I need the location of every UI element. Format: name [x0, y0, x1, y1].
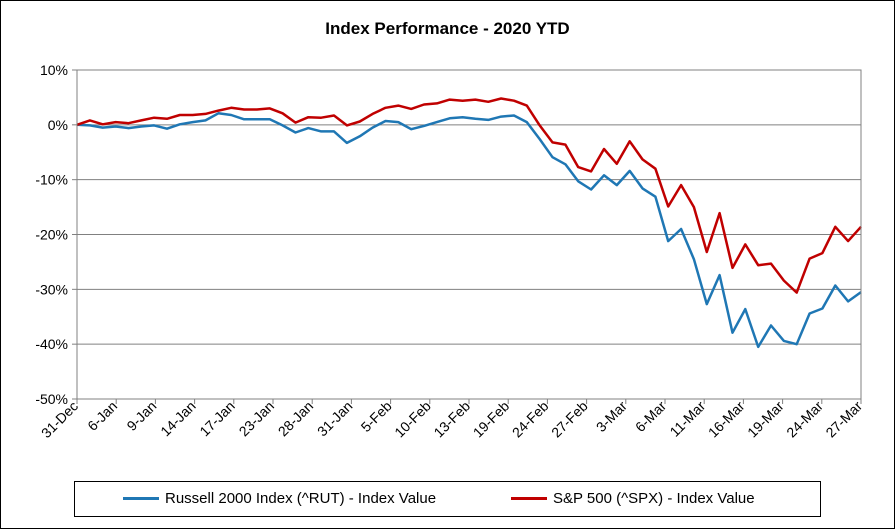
x-tick-label: 5-Feb — [358, 398, 395, 435]
legend-swatch-sp500 — [511, 497, 547, 500]
y-tick-label: -30% — [35, 281, 68, 297]
plot-area-border — [76, 69, 862, 400]
series-line-russell — [76, 112, 862, 349]
legend-label-russell: Russell 2000 Index (^RUT) - Index Value — [165, 490, 437, 507]
legend-label-sp500: S&P 500 (^SPX) - Index Value — [553, 490, 755, 507]
x-tick-label: 10-Feb — [391, 398, 434, 441]
x-tick-label: 24-Mar — [783, 398, 826, 441]
x-tick-label: 11-Mar — [666, 398, 708, 440]
chart-title: Index Performance - 2020 YTD — [325, 19, 570, 38]
x-tick-label: 27-Feb — [548, 398, 591, 441]
grid-layer — [77, 69, 861, 400]
x-tick-label: 23-Jan — [236, 398, 278, 440]
y-tick-label: -10% — [35, 172, 68, 188]
x-tick-label: 16-Mar — [705, 398, 748, 441]
x-tick-label: 31-Jan — [314, 398, 356, 440]
legend-item-sp500: S&P 500 (^SPX) - Index Value — [511, 490, 755, 507]
legend-swatch-russell — [123, 497, 159, 500]
series-layer — [76, 97, 862, 349]
y-tick-label: 10% — [40, 62, 68, 78]
x-tick-label: 9-Jan — [123, 398, 159, 434]
x-tick-label: 17-Jan — [196, 398, 238, 440]
x-tick-label: 14-Jan — [157, 398, 199, 440]
x-tick-label: 24-Feb — [509, 398, 552, 441]
x-tick-label: 19-Mar — [744, 398, 787, 441]
legend: Russell 2000 Index (^RUT) - Index Value … — [74, 481, 821, 517]
x-tick-label: 27-Mar — [822, 398, 865, 441]
y-axis-ticks: 10% 0% -10% -20% -30% -40% -50% — [35, 62, 77, 407]
series-line-sp500 — [76, 97, 862, 294]
x-tick-label: 13-Feb — [430, 398, 473, 441]
x-tick-label: 3-Mar — [593, 398, 630, 435]
x-tick-label: 6-Jan — [84, 398, 120, 434]
x-tick-label: 28-Jan — [275, 398, 317, 440]
y-tick-label: -20% — [35, 227, 68, 243]
legend-item-russell: Russell 2000 Index (^RUT) - Index Value — [123, 490, 436, 507]
chart-plot: 10% 0% -10% -20% -30% -40% -50% 31-Dec 6-Jan 9-J… — [35, 62, 865, 441]
x-tick-label: 19-Feb — [470, 398, 513, 441]
x-axis-ticks: 31-Dec 6-Jan 9-Jan14-Jan17-Jan23-Jan28-Jan… — [38, 398, 865, 441]
y-tick-label: -50% — [35, 391, 68, 407]
x-tick-label: 6-Mar — [632, 398, 669, 435]
y-tick-label: -40% — [35, 336, 68, 352]
y-tick-label: 0% — [48, 117, 68, 133]
